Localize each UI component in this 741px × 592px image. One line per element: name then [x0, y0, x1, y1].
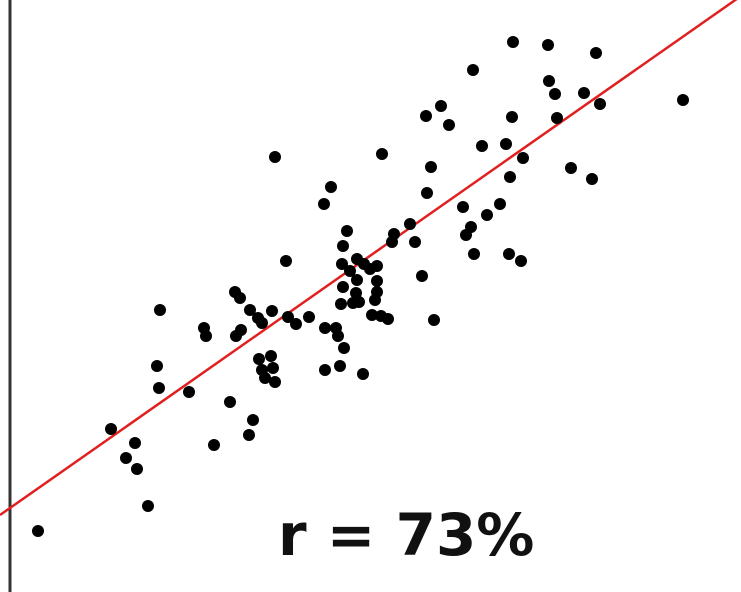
data-point-38 [337, 281, 349, 293]
data-point-74 [515, 255, 527, 267]
data-point-54 [371, 260, 383, 272]
data-point-65 [420, 110, 432, 122]
data-point-23 [267, 362, 279, 374]
data-point-85 [565, 162, 577, 174]
data-point-91 [325, 181, 337, 193]
data-point-79 [507, 36, 519, 48]
data-point-82 [543, 75, 555, 87]
data-point-7 [243, 429, 255, 441]
data-point-26 [266, 305, 278, 317]
data-point-11 [153, 382, 165, 394]
data-point-53 [371, 275, 383, 287]
data-point-98 [344, 265, 356, 277]
data-point-60 [409, 236, 421, 248]
data-point-47 [353, 296, 365, 308]
data-point-92 [318, 198, 330, 210]
data-point-70 [468, 248, 480, 260]
trendline [0, 0, 738, 517]
data-point-68 [457, 201, 469, 213]
data-point-86 [586, 173, 598, 185]
data-point-13 [154, 304, 166, 316]
data-point-8 [247, 414, 259, 426]
data-point-10 [183, 386, 195, 398]
data-point-88 [590, 47, 602, 59]
data-point-71 [481, 209, 493, 221]
data-point-12 [151, 360, 163, 372]
data-point-1 [142, 500, 154, 512]
correlation-annotation: r = 73% [278, 501, 534, 569]
data-point-97 [282, 311, 294, 323]
data-point-28 [280, 255, 292, 267]
data-point-32 [319, 364, 331, 376]
data-point-24 [269, 376, 281, 388]
data-point-27 [256, 317, 268, 329]
data-point-99 [460, 229, 472, 241]
data-point-41 [341, 225, 353, 237]
data-point-95 [229, 286, 241, 298]
data-point-5 [105, 423, 117, 435]
data-point-63 [428, 314, 440, 326]
data-point-9 [224, 396, 236, 408]
data-point-83 [549, 88, 561, 100]
data-point-25 [265, 350, 277, 362]
data-point-59 [404, 218, 416, 230]
data-point-34 [338, 342, 350, 354]
data-point-36 [330, 322, 342, 334]
data-point-87 [578, 87, 590, 99]
data-point-76 [500, 138, 512, 150]
data-point-52 [371, 286, 383, 298]
data-point-22 [259, 372, 271, 384]
data-point-61 [416, 270, 428, 282]
data-point-77 [506, 111, 518, 123]
data-point-93 [376, 148, 388, 160]
data-point-30 [303, 311, 315, 323]
data-point-50 [366, 309, 378, 321]
data-point-46 [357, 368, 369, 380]
data-point-39 [336, 258, 348, 270]
data-point-72 [494, 198, 506, 210]
data-point-94 [269, 151, 281, 163]
data-point-64 [425, 161, 437, 173]
data-point-29 [290, 318, 302, 330]
data-points [32, 36, 689, 537]
data-point-67 [443, 119, 455, 131]
data-point-4 [129, 437, 141, 449]
data-point-31 [319, 322, 331, 334]
data-point-66 [435, 100, 447, 112]
data-point-2 [131, 463, 143, 475]
data-point-56 [382, 313, 394, 325]
data-point-20 [253, 353, 265, 365]
data-point-3 [120, 452, 132, 464]
data-point-100 [476, 140, 488, 152]
data-point-15 [198, 322, 210, 334]
data-point-17 [235, 324, 247, 336]
data-point-6 [208, 439, 220, 451]
data-point-58 [388, 228, 400, 240]
data-point-73 [503, 248, 515, 260]
data-point-62 [421, 187, 433, 199]
data-point-37 [335, 298, 347, 310]
data-point-78 [467, 64, 479, 76]
data-point-80 [517, 152, 529, 164]
data-point-89 [594, 98, 606, 110]
data-point-81 [542, 39, 554, 51]
data-point-44 [351, 274, 363, 286]
data-point-90 [677, 94, 689, 106]
data-point-84 [551, 112, 563, 124]
data-point-40 [337, 240, 349, 252]
data-point-0 [32, 525, 44, 537]
data-point-75 [504, 171, 516, 183]
data-point-96 [244, 304, 256, 316]
data-point-33 [334, 360, 346, 372]
